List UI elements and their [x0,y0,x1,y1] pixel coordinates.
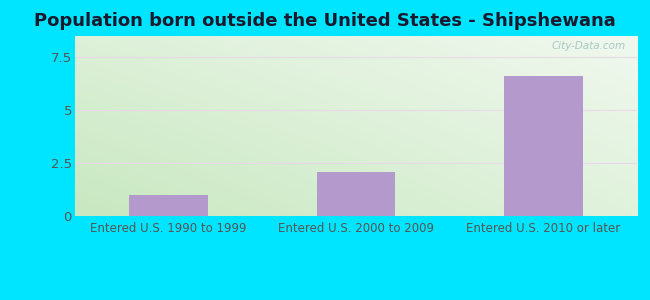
Text: City-Data.com: City-Data.com [552,41,626,51]
Bar [129,195,208,216]
Text: Population born outside the United States - Shipshewana: Population born outside the United State… [34,12,616,30]
Bar [317,172,395,216]
Bar [504,76,582,216]
